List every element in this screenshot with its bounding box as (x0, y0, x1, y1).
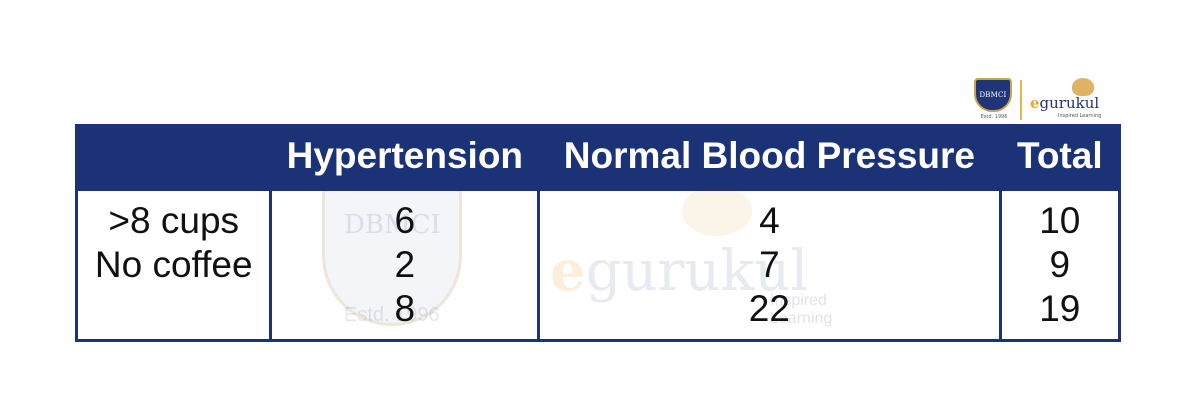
header-cell-normal-bp: Normal Blood Pressure (537, 124, 1002, 190)
header-row: Hypertension Normal Blood Pressure Total (74, 124, 1122, 190)
table-cell: 9 (1049, 244, 1071, 285)
dbmci-logo-text: DBMCI (979, 91, 1007, 99)
egurukul-tagline: Inspired Learning (1058, 113, 1102, 119)
row-label: >8 cups (108, 200, 240, 241)
dbmci-shield-icon: DBMCI (974, 78, 1012, 112)
header-cell-empty (74, 124, 273, 190)
logo-divider (1020, 80, 1022, 120)
table-row: >8 cups No coffee 6 2 8 4 7 22 10 9 19 (74, 188, 1122, 342)
row-labels-cell: >8 cups No coffee (74, 188, 273, 342)
normal-bp-values-cell: 4 7 22 (537, 188, 1002, 342)
logo-bar: DBMCI Estd. 1996 egurukul Inspired Learn… (968, 76, 1118, 124)
dbmci-logo: DBMCI Estd. 1996 (968, 76, 1020, 124)
egurukul-logo-text: egurukul (1030, 94, 1100, 112)
egurukul-logo: egurukul Inspired Learning (1028, 76, 1118, 124)
row-label: No coffee (94, 244, 253, 285)
tree-icon (1072, 78, 1094, 96)
table-cell: 8 (394, 288, 416, 329)
table-cell: 10 (1039, 200, 1081, 241)
table-cell: 7 (759, 244, 780, 285)
header-cell-total: Total (998, 124, 1122, 190)
contingency-table: Hypertension Normal Blood Pressure Total… (74, 124, 1122, 342)
table: Hypertension Normal Blood Pressure Total… (74, 124, 1122, 342)
table-cell: 22 (748, 288, 790, 329)
dbmci-estd-text: Estd. 1996 (980, 114, 1008, 120)
table-cell: 19 (1039, 288, 1081, 329)
table-cell: 6 (394, 200, 416, 241)
total-values-cell: 10 9 19 (998, 188, 1122, 342)
table-cell: 4 (759, 200, 780, 241)
hypertension-values-cell: 6 2 8 (269, 188, 541, 342)
header-cell-hypertension: Hypertension (269, 124, 541, 190)
table-cell: 2 (394, 244, 416, 285)
